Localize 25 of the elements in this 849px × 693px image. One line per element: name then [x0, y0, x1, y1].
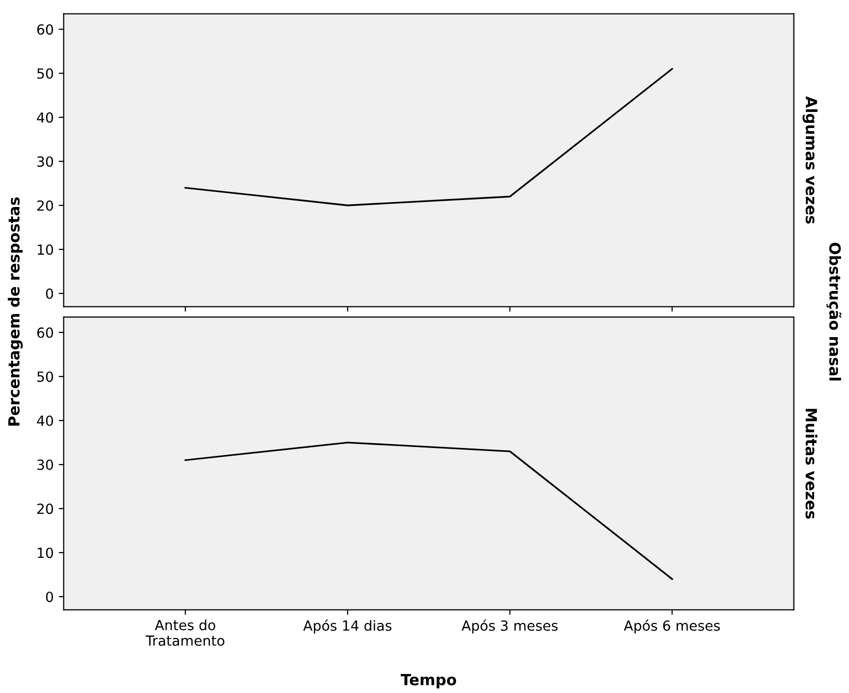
y-tick-label: 30 — [37, 156, 54, 167]
y-tick-label: 60 — [37, 24, 54, 35]
y2-axis-title: Muitas vezes — [806, 408, 818, 519]
x-tick-label: Após 3 meses — [462, 620, 558, 634]
y-tick-label: 0 — [46, 592, 54, 602]
y-tick-label: 40 — [36, 112, 54, 123]
x-tick-label: Após 6 meses — [624, 620, 720, 634]
y2-axis-title: Algumas vezes — [802, 96, 818, 224]
line-series — [184, 442, 673, 580]
y-tick-label: 20 — [37, 200, 54, 211]
y-tick-label: 10 — [38, 548, 54, 558]
x-tick-label: Antes do Tratamento — [146, 620, 224, 646]
y-tick-label: 60 — [37, 327, 54, 338]
x-axis-title: Tempo — [400, 674, 456, 688]
y-axis-title: Percentagem de respostas — [8, 197, 23, 426]
text: Obstrução nasal — [826, 242, 842, 380]
line-series — [184, 68, 673, 206]
y-tick-label: 50 — [37, 68, 54, 79]
y-tick-label: 0 — [46, 288, 54, 299]
x-tick-label: Após 14 dias — [303, 620, 392, 634]
y-tick-label: 20 — [37, 504, 54, 514]
y-tick-label: 30 — [37, 460, 54, 470]
y-tick-label: 40 — [36, 415, 54, 426]
y-tick-label: 10 — [38, 244, 54, 255]
y-tick-label: 50 — [37, 371, 54, 382]
